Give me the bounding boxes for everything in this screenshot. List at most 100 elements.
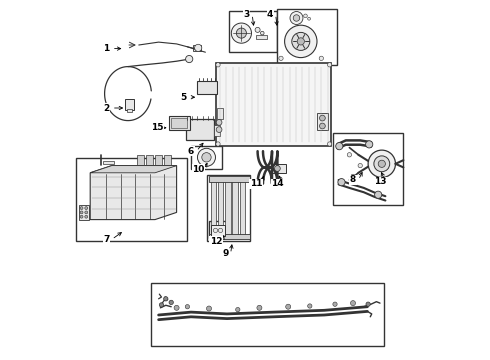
Bar [232,180,238,238]
Text: 10: 10 [192,165,204,174]
Bar [103,161,114,164]
Circle shape [216,127,222,132]
Bar [146,155,153,176]
Circle shape [368,150,395,177]
Bar [191,146,221,169]
Bar [229,11,277,52]
Text: 11: 11 [249,179,262,188]
Circle shape [285,25,317,58]
Bar [125,99,134,110]
Circle shape [274,166,280,171]
Circle shape [202,153,211,162]
Bar [272,164,286,173]
Circle shape [292,32,310,50]
Circle shape [378,160,386,167]
Bar [211,225,225,236]
Bar [193,45,201,51]
Text: 8: 8 [350,175,356,184]
Bar [207,175,250,241]
Circle shape [236,307,240,312]
Bar [215,125,220,136]
Text: 13: 13 [374,177,386,186]
Circle shape [319,123,325,129]
Circle shape [319,115,325,121]
Bar [197,81,217,94]
Circle shape [358,163,363,168]
Bar [317,113,328,130]
Text: 1: 1 [103,44,110,53]
Text: 15: 15 [150,123,163,132]
Bar [209,221,229,238]
Circle shape [279,56,283,60]
Bar [211,180,216,238]
Circle shape [351,174,355,179]
Circle shape [290,12,303,24]
Bar [151,283,384,346]
Bar [127,109,132,112]
Circle shape [338,179,345,186]
Circle shape [336,143,343,150]
Circle shape [85,207,88,210]
Circle shape [304,14,307,18]
Circle shape [308,17,311,20]
Circle shape [255,27,260,32]
Text: 5: 5 [181,93,187,102]
Bar [76,158,187,241]
Circle shape [374,191,382,198]
Bar [186,119,215,140]
Bar [216,63,331,146]
Circle shape [80,207,83,210]
Text: 9: 9 [222,249,228,258]
Bar [209,234,250,239]
Circle shape [366,302,370,306]
Bar [79,205,89,220]
Bar [201,155,205,160]
Circle shape [216,142,220,146]
Text: 3: 3 [244,10,250,19]
Circle shape [293,15,300,21]
Bar [137,155,144,176]
Circle shape [174,305,179,310]
Text: 7: 7 [103,235,110,244]
Polygon shape [90,166,176,173]
Circle shape [85,215,88,218]
Circle shape [333,302,337,306]
Bar [171,118,187,128]
Bar [164,155,171,176]
Circle shape [286,304,291,309]
Circle shape [197,148,216,166]
Text: 2: 2 [103,104,110,112]
Circle shape [366,141,373,148]
Bar [209,176,250,182]
Bar [218,180,223,238]
Circle shape [347,153,351,157]
Text: 6: 6 [188,147,194,156]
Circle shape [257,305,262,310]
Bar [240,180,245,238]
Bar [169,116,190,130]
Circle shape [195,44,202,51]
Circle shape [80,215,83,218]
Text: 12: 12 [210,237,222,246]
Circle shape [327,63,332,67]
Circle shape [216,120,222,125]
Bar [225,180,231,238]
Text: 14: 14 [271,179,284,188]
Circle shape [80,211,83,214]
Circle shape [186,55,193,63]
Circle shape [213,228,218,233]
Circle shape [350,301,356,306]
Circle shape [169,300,173,305]
Circle shape [185,305,190,309]
Text: 4: 4 [267,10,273,19]
Bar [277,9,337,65]
Circle shape [85,211,88,214]
Circle shape [374,156,390,172]
Circle shape [216,63,220,67]
Circle shape [327,142,332,146]
Circle shape [297,38,304,45]
Bar [217,108,223,119]
Circle shape [319,56,323,60]
Circle shape [159,303,164,307]
Circle shape [231,23,251,43]
